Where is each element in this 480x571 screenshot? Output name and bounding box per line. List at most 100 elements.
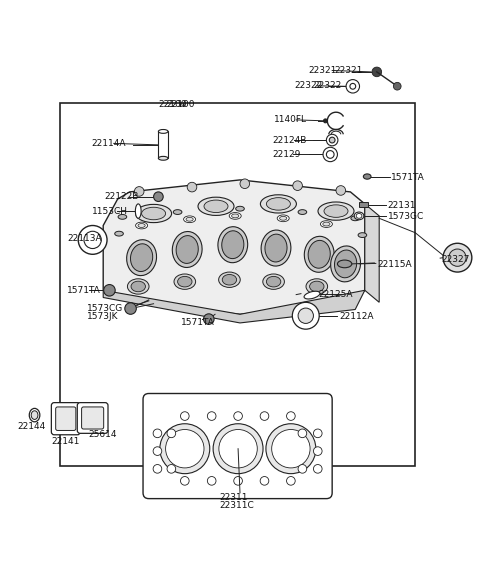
Circle shape <box>329 137 335 143</box>
Circle shape <box>292 302 319 329</box>
Text: 1573JK: 1573JK <box>87 312 119 321</box>
Ellipse shape <box>308 240 330 268</box>
Ellipse shape <box>337 260 352 268</box>
Circle shape <box>272 429 310 468</box>
Text: 22322: 22322 <box>313 81 341 90</box>
Circle shape <box>313 447 322 456</box>
Circle shape <box>346 79 360 93</box>
Circle shape <box>187 182 197 192</box>
Ellipse shape <box>138 224 145 227</box>
Bar <box>158 131 168 158</box>
Circle shape <box>298 465 307 473</box>
Text: 22115A: 22115A <box>378 260 412 269</box>
Text: 22311: 22311 <box>219 493 248 502</box>
Ellipse shape <box>335 250 357 278</box>
Circle shape <box>180 477 189 485</box>
Circle shape <box>153 447 162 456</box>
Circle shape <box>298 429 307 437</box>
Text: 22131: 22131 <box>388 201 416 210</box>
Circle shape <box>153 429 162 437</box>
FancyBboxPatch shape <box>77 403 108 433</box>
Circle shape <box>449 249 466 266</box>
Ellipse shape <box>204 200 228 212</box>
Circle shape <box>154 192 163 202</box>
Ellipse shape <box>351 216 360 221</box>
Ellipse shape <box>331 246 360 282</box>
Ellipse shape <box>304 236 334 272</box>
Ellipse shape <box>173 210 182 215</box>
Ellipse shape <box>118 215 127 219</box>
Text: 22122B: 22122B <box>105 192 139 201</box>
Ellipse shape <box>135 204 172 223</box>
Circle shape <box>84 231 101 248</box>
Circle shape <box>204 314 214 324</box>
Text: 22327: 22327 <box>442 255 470 264</box>
Ellipse shape <box>198 197 234 215</box>
Ellipse shape <box>310 281 324 292</box>
Text: 1573CG: 1573CG <box>87 304 124 312</box>
Ellipse shape <box>176 236 198 263</box>
Ellipse shape <box>356 214 362 218</box>
Ellipse shape <box>231 214 239 218</box>
Text: 22125A: 22125A <box>319 289 353 299</box>
Ellipse shape <box>324 205 348 218</box>
Circle shape <box>167 429 176 437</box>
Ellipse shape <box>135 222 148 229</box>
Bar <box>359 203 368 207</box>
Polygon shape <box>103 290 365 323</box>
Ellipse shape <box>263 274 284 289</box>
Circle shape <box>213 424 263 474</box>
FancyBboxPatch shape <box>51 403 80 435</box>
Text: 22114A: 22114A <box>91 139 126 148</box>
Circle shape <box>324 119 327 123</box>
Ellipse shape <box>142 207 166 220</box>
Ellipse shape <box>363 174 371 179</box>
Ellipse shape <box>158 130 168 134</box>
Ellipse shape <box>318 202 354 220</box>
Circle shape <box>207 412 216 420</box>
Ellipse shape <box>218 272 240 287</box>
Circle shape <box>372 67 382 77</box>
Circle shape <box>234 412 242 420</box>
Text: 25614: 25614 <box>89 430 117 439</box>
Ellipse shape <box>31 411 38 420</box>
Text: 1571TA: 1571TA <box>391 174 425 183</box>
Ellipse shape <box>323 222 330 226</box>
Text: 22144: 22144 <box>17 421 46 431</box>
Ellipse shape <box>174 274 196 289</box>
Circle shape <box>207 477 216 485</box>
Ellipse shape <box>298 210 307 215</box>
Ellipse shape <box>261 230 291 266</box>
FancyBboxPatch shape <box>143 393 332 498</box>
Polygon shape <box>365 204 379 302</box>
Ellipse shape <box>218 227 248 263</box>
Text: 22321: 22321 <box>334 66 362 75</box>
Ellipse shape <box>265 234 287 262</box>
FancyBboxPatch shape <box>56 407 76 431</box>
Text: 22311C: 22311C <box>219 501 254 510</box>
Ellipse shape <box>127 279 149 294</box>
Ellipse shape <box>135 204 141 218</box>
Circle shape <box>167 465 176 473</box>
Ellipse shape <box>358 233 367 238</box>
Ellipse shape <box>186 218 193 221</box>
Ellipse shape <box>158 156 168 160</box>
Text: 22112A: 22112A <box>339 312 373 321</box>
Circle shape <box>180 412 189 420</box>
Circle shape <box>326 134 338 146</box>
Circle shape <box>153 465 162 473</box>
Ellipse shape <box>29 408 40 422</box>
Circle shape <box>298 308 313 323</box>
Ellipse shape <box>266 198 290 210</box>
Circle shape <box>134 187 144 196</box>
Ellipse shape <box>172 231 202 267</box>
Text: 22321: 22321 <box>309 66 337 75</box>
Ellipse shape <box>321 221 333 227</box>
Circle shape <box>260 477 269 485</box>
Polygon shape <box>103 180 365 314</box>
Text: 22322: 22322 <box>295 81 323 90</box>
Ellipse shape <box>115 231 123 236</box>
Circle shape <box>78 226 107 254</box>
Text: 1571TA: 1571TA <box>180 318 214 327</box>
Circle shape <box>219 429 257 468</box>
